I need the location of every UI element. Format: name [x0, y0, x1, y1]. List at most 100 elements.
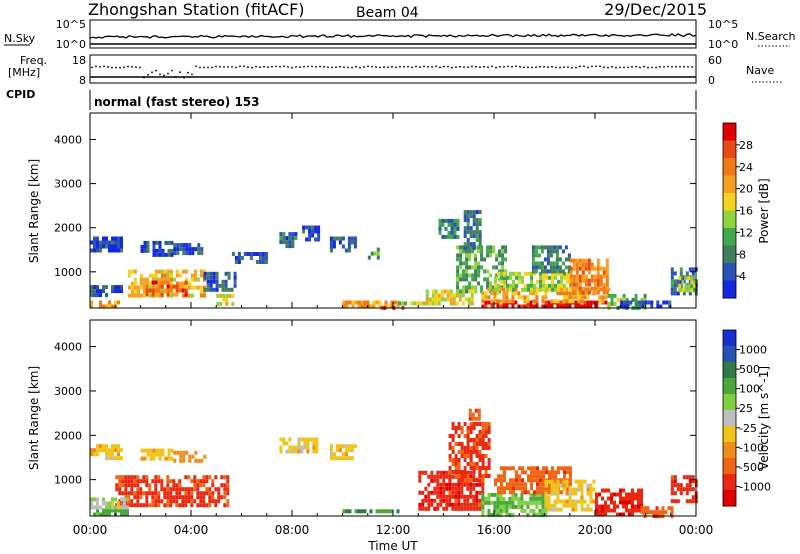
velocity-cell — [469, 486, 473, 491]
power-cell — [483, 257, 487, 262]
power-cell — [178, 281, 182, 286]
velocity-cell — [496, 496, 500, 501]
velocity-cell — [478, 434, 482, 438]
velocity-cell — [117, 456, 120, 461]
power-cell — [178, 285, 182, 290]
nave-point — [567, 66, 569, 68]
power-cell — [120, 244, 123, 249]
power-cell — [151, 273, 155, 278]
velocity-cell — [574, 487, 578, 492]
power-cell — [531, 249, 535, 254]
velocity-cell — [634, 496, 637, 501]
power-cell — [589, 304, 593, 309]
velocity-cell — [424, 506, 428, 511]
velocity-cell — [154, 487, 158, 492]
velocity-cell — [347, 448, 351, 453]
power-cell — [492, 245, 496, 250]
velocity-cell — [487, 466, 491, 470]
velocity-cell — [481, 482, 485, 487]
power-cell — [231, 301, 235, 306]
velocity-cell — [179, 458, 183, 463]
power-cell — [366, 300, 370, 305]
velocity-cell — [547, 495, 551, 500]
velocity-cell — [580, 491, 584, 496]
velocity-cell — [136, 495, 140, 500]
velocity-cell — [511, 504, 515, 509]
power-cell — [456, 289, 460, 294]
velocity-cell — [673, 483, 677, 488]
velocity-cell — [457, 498, 461, 503]
velocity-cell — [544, 508, 548, 513]
power-cell — [478, 234, 482, 239]
colorbar-swatch — [723, 378, 736, 395]
power-cell — [693, 280, 697, 285]
velocity-cell — [544, 495, 548, 500]
velocity-cell — [592, 499, 596, 504]
nave-point — [687, 66, 689, 68]
power-cell — [602, 270, 606, 275]
velocity-cell — [517, 500, 521, 505]
velocity-cell — [544, 499, 548, 504]
velocity-cell — [335, 456, 339, 461]
power-cell — [227, 287, 231, 292]
power-cell — [182, 243, 186, 248]
power-cell — [455, 301, 459, 306]
velocity-cell — [541, 508, 545, 513]
power-cell — [553, 299, 557, 304]
nave-point — [303, 65, 305, 68]
velocity-cell — [670, 479, 674, 484]
power-cell — [527, 271, 530, 276]
power-cell — [169, 281, 173, 286]
velocity-cell — [595, 492, 598, 497]
power-cell — [342, 300, 346, 305]
velocity-cell — [445, 502, 449, 507]
velocity-cell — [481, 508, 485, 513]
velocity-cell — [536, 486, 539, 491]
velocity-cell — [472, 470, 476, 474]
power-cell — [154, 273, 158, 278]
velocity-cell — [454, 474, 458, 478]
power-cell — [431, 301, 435, 306]
power-cell — [541, 304, 545, 309]
velocity-cell — [688, 499, 692, 504]
power-cell — [484, 291, 488, 296]
velocity-cell — [199, 503, 203, 508]
nave-point — [363, 66, 365, 68]
power-cell — [509, 287, 512, 292]
velocity-cell — [505, 508, 509, 513]
power-cell — [105, 236, 108, 241]
power-cell — [561, 261, 565, 266]
power-cell — [96, 285, 99, 290]
power-cell — [357, 300, 361, 305]
velocity-cell — [457, 442, 461, 446]
velocity-cell — [551, 470, 554, 475]
velocity-cell — [160, 483, 164, 488]
power-cell — [215, 275, 219, 280]
velocity-cell — [202, 483, 206, 488]
velocity-cell — [625, 504, 628, 509]
power-cell — [523, 304, 527, 309]
power-cell — [572, 266, 576, 271]
velocity-cell — [463, 474, 467, 478]
power-cell — [376, 255, 380, 260]
power-cell — [593, 274, 597, 279]
velocity-cell — [121, 475, 125, 480]
power-cell — [515, 271, 518, 276]
nave-point — [491, 65, 493, 68]
power-cell — [575, 266, 579, 271]
velocity-cell — [160, 499, 164, 504]
velocity-cell — [214, 503, 218, 508]
velocity-cell — [520, 500, 524, 505]
power-cell — [545, 287, 548, 292]
velocity-cell — [430, 478, 434, 483]
velocity-cell — [436, 490, 440, 495]
velocity-cell — [497, 486, 500, 491]
velocity-cell — [172, 495, 176, 500]
power-cell — [152, 248, 156, 253]
nave-point — [639, 66, 641, 69]
velocity-cell — [442, 490, 446, 495]
power-cell — [526, 304, 530, 309]
power-cell — [477, 265, 481, 270]
power-cell — [166, 273, 170, 278]
